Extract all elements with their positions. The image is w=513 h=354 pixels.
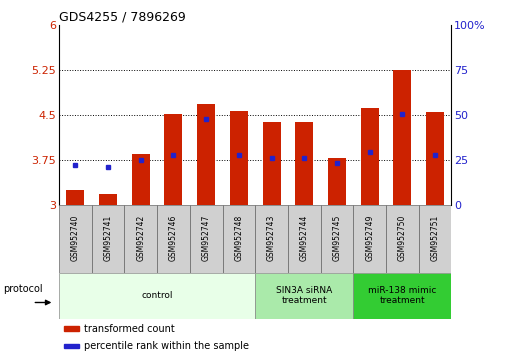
Bar xyxy=(393,70,411,205)
Bar xyxy=(124,205,157,273)
Bar xyxy=(386,205,419,273)
Text: GSM952745: GSM952745 xyxy=(332,215,342,261)
Bar xyxy=(132,154,150,205)
Bar xyxy=(321,205,353,273)
Text: GSM952741: GSM952741 xyxy=(104,215,112,261)
Bar xyxy=(295,122,313,205)
Bar xyxy=(223,205,255,273)
Bar xyxy=(353,273,451,319)
Text: SIN3A siRNA
treatment: SIN3A siRNA treatment xyxy=(276,286,332,305)
Bar xyxy=(328,158,346,205)
Text: GSM952750: GSM952750 xyxy=(398,215,407,261)
Bar xyxy=(66,190,84,205)
Bar xyxy=(419,205,451,273)
Bar xyxy=(64,344,80,348)
Text: GSM952751: GSM952751 xyxy=(430,215,440,261)
Text: control: control xyxy=(142,291,173,300)
Text: GSM952742: GSM952742 xyxy=(136,215,145,261)
Bar xyxy=(263,122,281,205)
Bar xyxy=(230,111,248,205)
Bar xyxy=(157,205,190,273)
Bar xyxy=(99,194,117,205)
Text: miR-138 mimic
treatment: miR-138 mimic treatment xyxy=(368,286,437,305)
Bar xyxy=(255,205,288,273)
Text: GSM952740: GSM952740 xyxy=(71,215,80,261)
Text: GSM952748: GSM952748 xyxy=(234,215,243,261)
Text: GSM952746: GSM952746 xyxy=(169,215,178,261)
Bar xyxy=(165,114,183,205)
Text: GSM952743: GSM952743 xyxy=(267,215,276,261)
Bar xyxy=(59,273,255,319)
Bar xyxy=(426,112,444,205)
Bar xyxy=(361,108,379,205)
Bar xyxy=(64,326,80,331)
Text: GSM952747: GSM952747 xyxy=(202,215,211,261)
Bar xyxy=(92,205,125,273)
Text: protocol: protocol xyxy=(3,284,43,294)
Text: GDS4255 / 7896269: GDS4255 / 7896269 xyxy=(59,11,186,24)
Bar xyxy=(197,104,215,205)
Bar xyxy=(255,273,353,319)
Text: transformed count: transformed count xyxy=(84,324,175,333)
Bar xyxy=(59,205,92,273)
Bar xyxy=(288,205,321,273)
Bar xyxy=(353,205,386,273)
Text: percentile rank within the sample: percentile rank within the sample xyxy=(84,341,249,351)
Text: GSM952744: GSM952744 xyxy=(300,215,309,261)
Bar xyxy=(190,205,223,273)
Text: GSM952749: GSM952749 xyxy=(365,215,374,261)
